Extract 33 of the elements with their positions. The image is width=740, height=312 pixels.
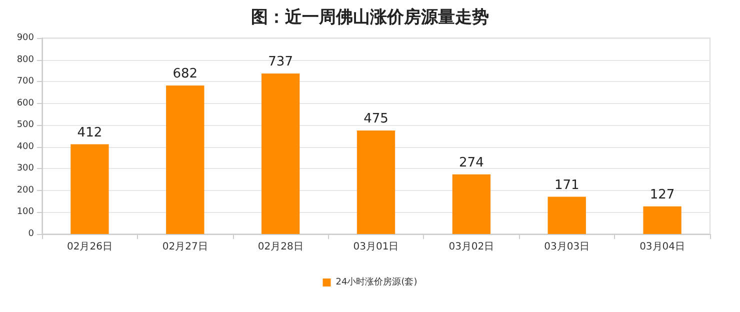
x-tick-label: 03月03日 bbox=[544, 242, 590, 252]
x-tick-label: 03月04日 bbox=[640, 242, 686, 252]
bar bbox=[70, 144, 109, 234]
data-label: 475 bbox=[364, 112, 388, 127]
legend-label: 24小时涨价房源(套) bbox=[336, 276, 418, 288]
x-tick-label: 02月28日 bbox=[258, 242, 304, 252]
y-tick-label: 0 bbox=[28, 229, 34, 239]
bar bbox=[166, 85, 204, 234]
data-label: 682 bbox=[172, 66, 198, 82]
x-tick-label: 02月26日 bbox=[66, 242, 112, 252]
data-label: 412 bbox=[77, 125, 102, 140]
bar bbox=[643, 206, 682, 234]
y-tick-label: 600 bbox=[16, 98, 34, 108]
data-label: 737 bbox=[268, 54, 293, 70]
y-tick-label: 900 bbox=[16, 33, 34, 43]
y-tick-label: 700 bbox=[16, 76, 34, 87]
bar bbox=[356, 130, 396, 234]
y-tick-label: 200 bbox=[16, 185, 34, 196]
data-label: 171 bbox=[554, 178, 580, 193]
x-tick-label: 02月27日 bbox=[162, 242, 208, 252]
chart-title: 图：近一周佛山涨价房源量走势 bbox=[251, 8, 489, 28]
x-tick-label: 03月01日 bbox=[353, 242, 399, 252]
y-tick-label: 100 bbox=[16, 207, 34, 218]
data-label: 127 bbox=[650, 187, 675, 202]
x-tick-label: 03月02日 bbox=[448, 242, 494, 252]
y-tick-label: 500 bbox=[16, 120, 34, 130]
bar bbox=[452, 174, 491, 234]
y-tick-label: 400 bbox=[16, 142, 34, 152]
y-tick-label: 800 bbox=[16, 54, 34, 65]
bar bbox=[548, 196, 586, 234]
bar bbox=[261, 74, 300, 234]
y-tick-label: 300 bbox=[16, 164, 34, 174]
data-label: 274 bbox=[459, 155, 484, 170]
